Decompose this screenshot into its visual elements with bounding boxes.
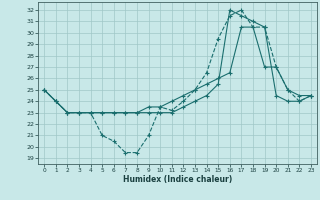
X-axis label: Humidex (Indice chaleur): Humidex (Indice chaleur) [123,175,232,184]
